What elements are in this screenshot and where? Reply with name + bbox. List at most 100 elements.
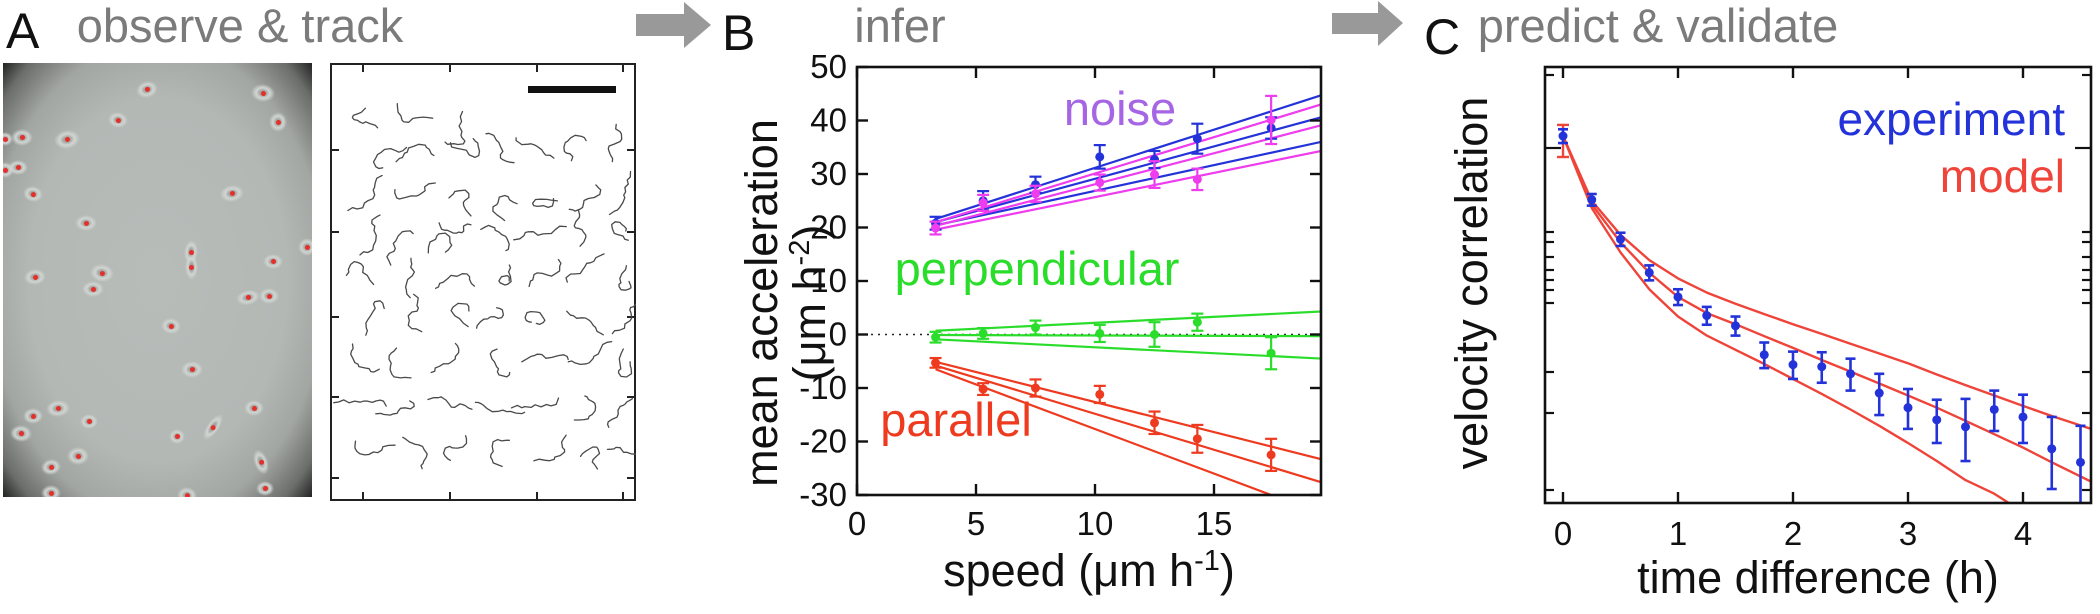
tracked-centroid-dot	[270, 258, 276, 264]
cell-track	[394, 182, 436, 200]
cell-track	[531, 197, 559, 209]
panel-a-letter: A	[6, 3, 40, 59]
parallel-series-label: parallel	[880, 393, 1032, 446]
data-point	[1903, 387, 1913, 431]
data-point	[1874, 372, 1885, 417]
fit-line	[935, 140, 1321, 227]
cell-track	[388, 347, 412, 379]
point-marker	[2018, 412, 2028, 422]
point-marker	[1874, 388, 1884, 398]
cell-track	[489, 348, 511, 378]
point-marker	[1961, 422, 1970, 432]
x-tick-label: 15	[1196, 505, 1233, 542]
tracked-centroid-dot	[32, 274, 38, 280]
cell-track	[386, 230, 414, 266]
fit-line	[935, 116, 1321, 224]
cell-track	[427, 232, 453, 254]
point-marker	[1192, 434, 1202, 444]
cell-track	[365, 300, 385, 336]
data-point	[1931, 398, 1942, 445]
data-point	[2046, 415, 2057, 491]
data-point	[1093, 323, 1106, 344]
data-point	[1148, 410, 1161, 436]
right-arrow-icon	[1332, 1, 1403, 46]
tracked-centroid-dot	[304, 244, 310, 250]
x-tick-label: 10	[1077, 505, 1114, 542]
tracked-centroid-dot	[48, 464, 54, 470]
cell-track	[396, 103, 434, 123]
cell-blob	[269, 112, 287, 132]
point-marker	[1192, 174, 1202, 184]
chart-b-data-area	[929, 94, 1321, 495]
point-marker	[1095, 178, 1105, 188]
data-point	[1816, 350, 1827, 385]
point-marker	[1702, 311, 1712, 321]
fit-line	[935, 94, 1321, 220]
tracked-centroid-dot	[75, 453, 81, 459]
tracked-centroid-dot	[3, 167, 8, 173]
point-marker	[1558, 131, 1568, 141]
point-marker	[1266, 450, 1276, 460]
cell-track	[533, 434, 567, 462]
perpendicular-series-label: perpendicular	[894, 242, 1180, 295]
y-tick-label: -10	[799, 369, 847, 406]
cell-blob	[3, 132, 13, 146]
cell-blob	[263, 253, 283, 269]
chart-c-y-axis-label: velocity correlation	[1446, 96, 1497, 470]
cell-blob	[11, 128, 33, 146]
cell-track	[608, 170, 632, 216]
tracked-centroid-dot	[30, 413, 36, 419]
cell-track	[450, 302, 470, 328]
data-point	[1673, 287, 1683, 307]
data-point	[2018, 393, 2028, 445]
cell-track	[444, 110, 466, 146]
cell-track	[402, 436, 428, 470]
data-point	[1265, 336, 1278, 371]
cell-blob	[67, 447, 89, 465]
cell-blob	[52, 127, 82, 151]
point-marker	[1266, 115, 1276, 125]
point-marker	[978, 328, 988, 338]
cell-blob	[21, 184, 45, 204]
cell-track	[372, 146, 408, 170]
panel-c-letter: C	[1424, 9, 1461, 65]
x-tick-label: 4	[2014, 515, 2032, 552]
cell-blob	[160, 316, 182, 336]
tracked-centroid-dot	[168, 323, 174, 329]
chart-c-svg: 0 1 2 3 4	[1543, 65, 2093, 552]
tracked-centroid-dot	[115, 117, 121, 123]
data-point	[1191, 167, 1204, 192]
cell-blob	[249, 447, 273, 477]
tracked-centroid-dot	[251, 405, 257, 411]
cell-track	[448, 189, 472, 217]
cell-blob	[106, 110, 130, 130]
cell-track	[404, 257, 416, 299]
tracked-centroid-dot	[83, 220, 89, 226]
point-marker	[1731, 321, 1740, 331]
data-point	[929, 330, 942, 344]
data-point	[1191, 122, 1204, 155]
fit-line	[935, 310, 1321, 332]
point-marker	[1817, 362, 1827, 372]
cell-track	[565, 253, 605, 283]
fit-line	[935, 360, 1321, 461]
cell-track	[480, 224, 510, 252]
cell-blob	[244, 400, 264, 416]
cell-track	[618, 265, 632, 291]
fit-line	[935, 368, 1275, 495]
cell-blob	[134, 77, 160, 101]
data-point	[1265, 437, 1278, 473]
data-point	[929, 356, 942, 369]
cell-blob	[39, 457, 63, 477]
cell-blob	[175, 485, 199, 497]
point-marker	[1192, 134, 1202, 144]
cell-track	[579, 446, 601, 470]
scale-bar	[528, 86, 616, 93]
point-marker	[1150, 330, 1159, 339]
tracked-centroid-dot	[260, 90, 266, 96]
tracked-centroid-dot	[184, 492, 190, 497]
cell-blob	[75, 215, 97, 231]
point-marker	[1903, 403, 1913, 413]
right-arrow-icon	[636, 2, 711, 48]
